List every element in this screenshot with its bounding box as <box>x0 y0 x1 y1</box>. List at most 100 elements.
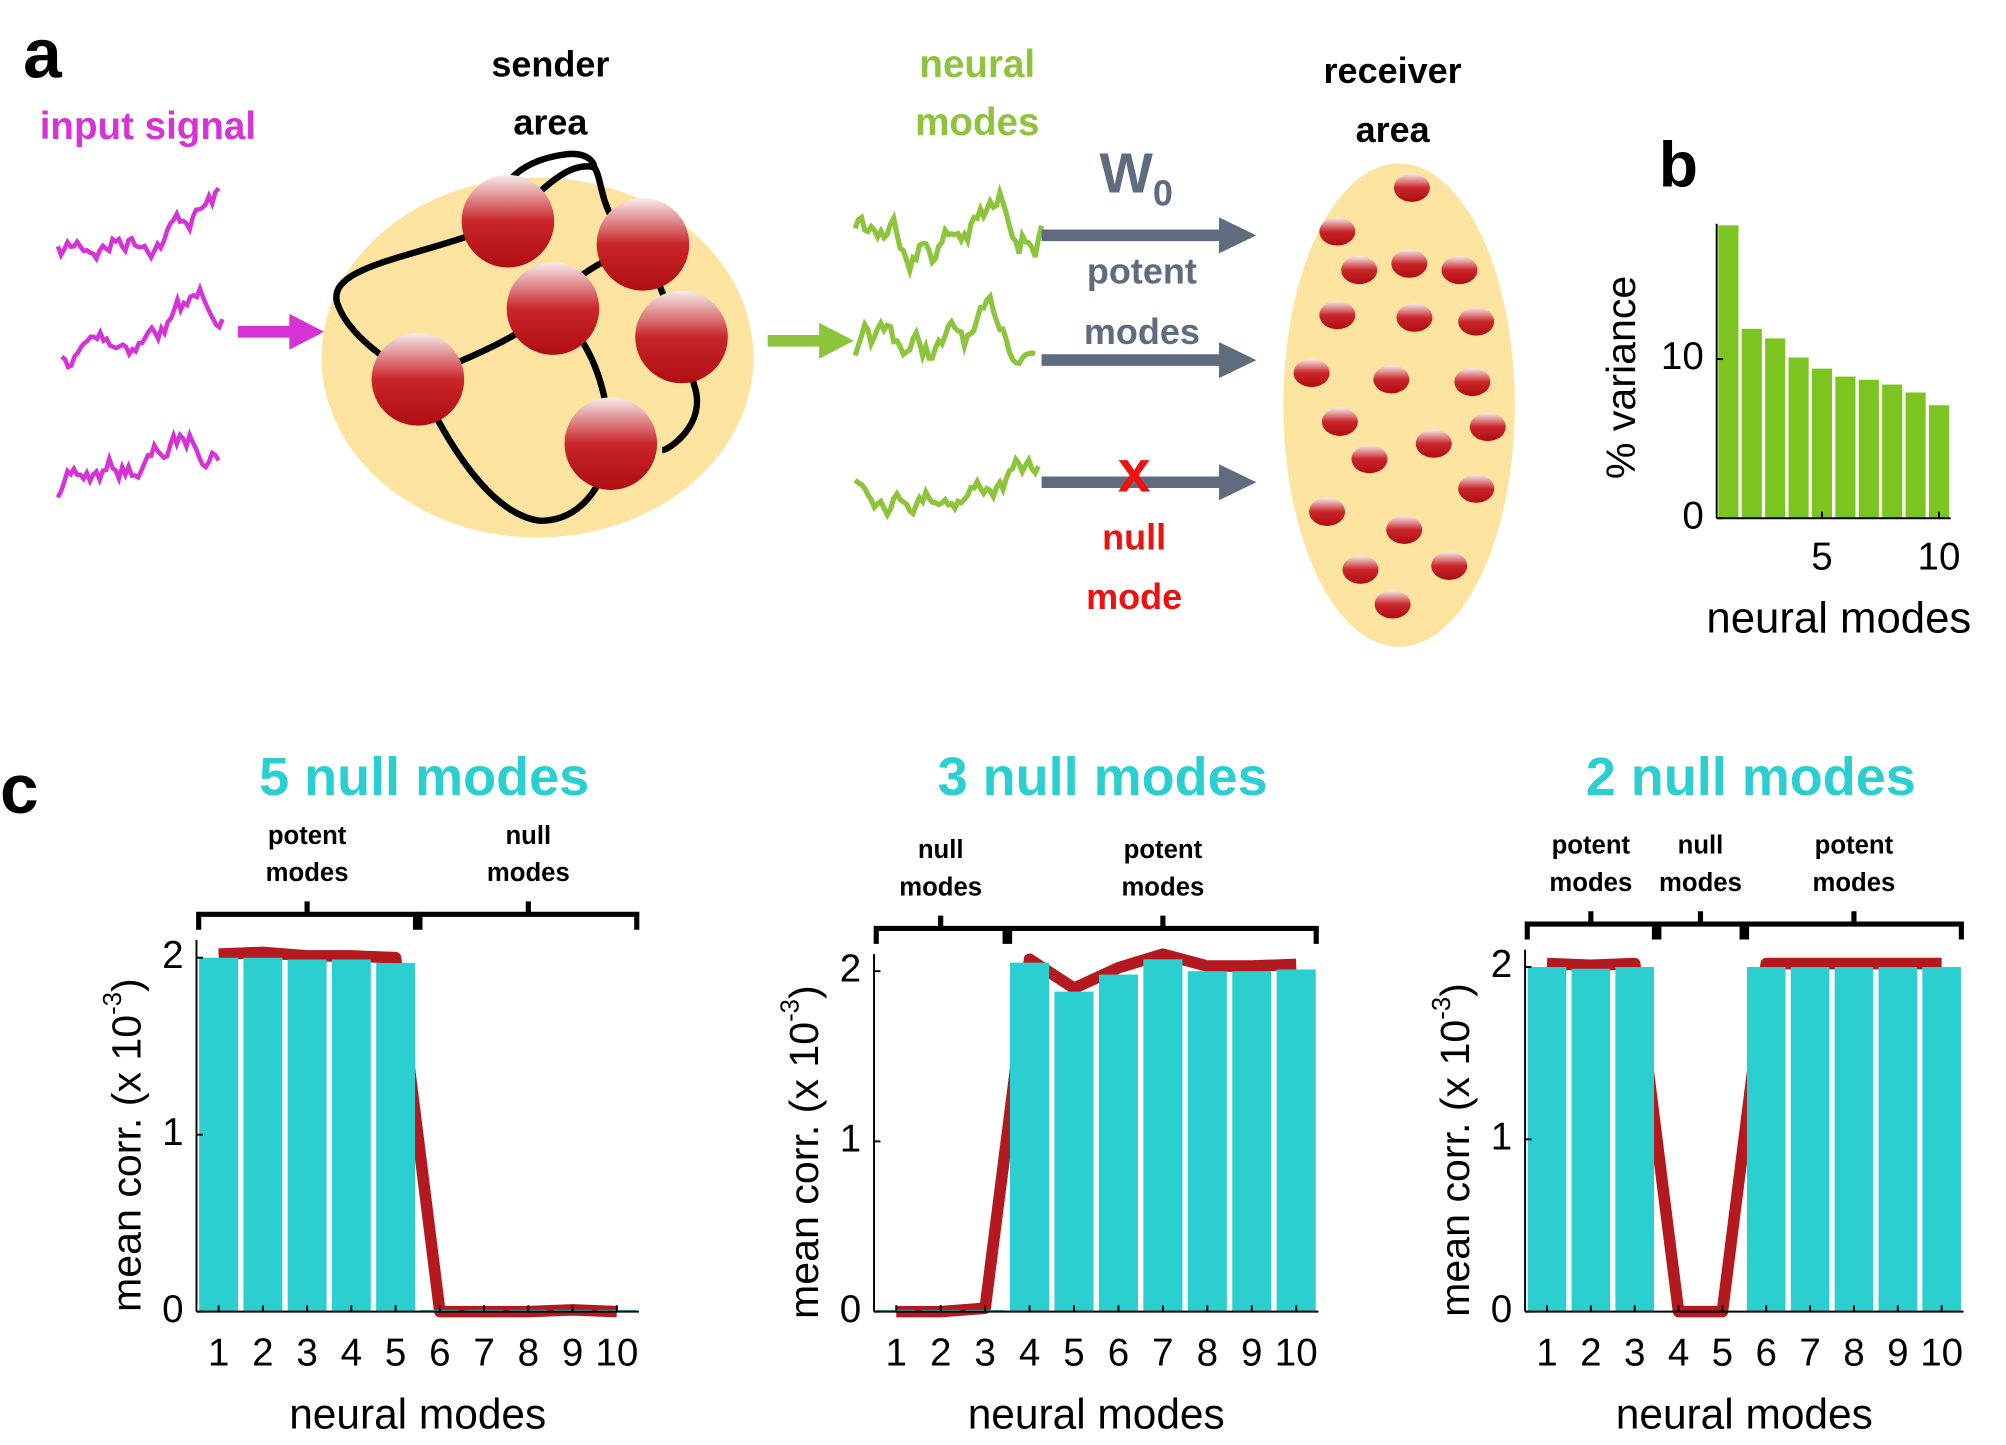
neuron <box>1374 590 1411 619</box>
arrow-head <box>1219 217 1257 254</box>
x-tick-label: 10 <box>1918 536 1961 579</box>
y-axis-label: mean corr. (x 10-3) <box>777 985 828 1319</box>
y-axis-label-sup: -3 <box>99 992 127 1015</box>
projections <box>1041 217 1257 501</box>
x-tick-label: 7 <box>473 1332 494 1375</box>
trace <box>60 282 225 371</box>
bracket-label: null <box>918 836 964 864</box>
bar <box>1882 384 1903 519</box>
neuron <box>1319 217 1356 246</box>
bar <box>1741 328 1762 519</box>
y-tick-label: 2 <box>1491 943 1512 986</box>
x-tick-label: 4 <box>341 1332 362 1375</box>
bar <box>1010 962 1050 1312</box>
y-tick-label: 2 <box>840 947 861 990</box>
neuron <box>1391 249 1428 278</box>
line <box>896 948 1297 1318</box>
chart-title: 2 null modes <box>1586 747 1916 807</box>
weight-subscript: 0 <box>1153 172 1173 213</box>
sender-label: area <box>513 101 588 142</box>
receiver-label: area <box>1356 109 1431 150</box>
bracket-label: modes <box>1813 869 1896 897</box>
y-tick-label: 0 <box>162 1288 183 1331</box>
neurons <box>371 174 728 490</box>
modes-label: neural <box>919 43 1035 86</box>
x-tick-label: 8 <box>1843 1332 1864 1375</box>
bracket-label: potent <box>1124 836 1203 864</box>
x-tick-label: 3 <box>296 1332 317 1375</box>
potent-label: modes <box>1084 311 1200 352</box>
potent-label: potent <box>1087 250 1197 291</box>
y-tick-label: 2 <box>162 934 183 977</box>
neuron <box>371 333 465 426</box>
bracket <box>873 915 1008 944</box>
bar <box>1788 357 1809 519</box>
neuron <box>506 262 600 355</box>
arrow-head <box>1219 342 1257 379</box>
bracket-label: modes <box>487 859 570 887</box>
bar <box>1571 968 1611 1312</box>
x-tick-label: 1 <box>886 1332 907 1375</box>
input-label: input signal <box>40 105 256 148</box>
trace <box>852 290 1036 367</box>
bar <box>243 957 283 1312</box>
y-axis-label-end: ) <box>781 985 827 999</box>
x-tick-label: 4 <box>1019 1332 1040 1375</box>
y-axis-label-text: mean corr. (x 10 <box>103 1015 149 1312</box>
null-mark: x <box>1118 437 1151 504</box>
bar <box>1187 971 1227 1312</box>
chart-title: 3 null modes <box>938 747 1268 807</box>
neuron <box>1373 365 1410 394</box>
bar <box>1835 376 1856 519</box>
weight: W <box>1099 141 1153 204</box>
bar <box>1928 405 1950 519</box>
chart-title: 5 null modes <box>259 747 589 807</box>
bar <box>1054 991 1094 1312</box>
bar <box>1834 967 1874 1312</box>
neuron <box>1415 429 1452 458</box>
bar <box>1790 967 1830 1312</box>
y-tick-label: 0 <box>1682 494 1703 537</box>
trace <box>852 183 1045 280</box>
bracket <box>1743 911 1964 940</box>
x-tick-label: 10 <box>1920 1332 1963 1375</box>
y-axis-label-sup: -3 <box>777 999 805 1022</box>
x-tick-label: 9 <box>1887 1332 1908 1375</box>
arrow-head <box>1219 464 1257 501</box>
x-tick-label: 2 <box>252 1332 273 1375</box>
x-tick-label: 7 <box>1152 1332 1173 1375</box>
neuron <box>1351 444 1388 474</box>
bracket-label: modes <box>1121 873 1204 901</box>
mode-traces <box>852 183 1045 521</box>
neuron <box>1293 358 1330 388</box>
neuron <box>1396 303 1433 332</box>
x-axis-label: neural modes <box>289 1390 546 1437</box>
neuron <box>1321 407 1358 436</box>
neuron <box>1386 515 1423 544</box>
trace <box>853 454 1041 521</box>
y-axis-label: % variance <box>1598 276 1644 479</box>
x-tick-label: 2 <box>1580 1332 1601 1375</box>
chart: 0 10 5 10 neural modes % variance <box>1598 223 1971 643</box>
weight-label: W0 <box>1099 141 1172 213</box>
neuron <box>1341 255 1378 285</box>
bracket-label: null <box>1678 832 1724 860</box>
bar <box>376 963 416 1312</box>
bracket <box>1656 911 1745 940</box>
bar <box>1746 967 1786 1312</box>
trace <box>55 428 221 499</box>
x-tick-label: 6 <box>1756 1332 1777 1375</box>
bar <box>1878 967 1918 1312</box>
x-tick-label: 5 <box>1811 536 1832 579</box>
y-tick-label: 1 <box>840 1118 861 1161</box>
bar <box>287 959 327 1312</box>
null-label: mode <box>1086 576 1182 617</box>
bracket-label: modes <box>899 873 982 901</box>
diagram: a b c input signal sender area neural mo… <box>0 15 1698 829</box>
bar <box>1718 225 1739 519</box>
bracket <box>196 901 419 930</box>
neuron <box>1319 300 1356 330</box>
y-tick-label: 0 <box>840 1288 861 1331</box>
